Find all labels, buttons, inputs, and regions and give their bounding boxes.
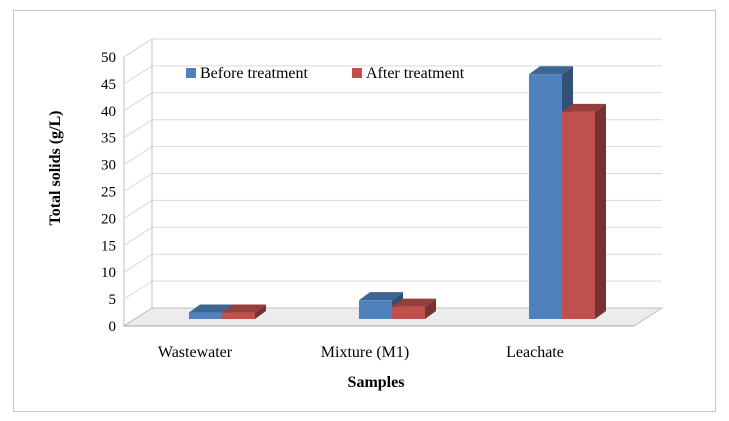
- bar-side: [595, 103, 606, 320]
- gridline: [123, 226, 662, 246]
- legend-label: Before treatment: [200, 65, 309, 82]
- y-tick-label: 40: [101, 104, 116, 120]
- x-axis-categories: Wastewater Mixture (M1) Leachate: [158, 344, 564, 361]
- bar-front: [359, 300, 392, 319]
- bars: [189, 66, 606, 320]
- bar-side: [425, 298, 436, 319]
- y-tick-label: 15: [101, 238, 116, 254]
- bar-front: [529, 74, 562, 320]
- bar-top: [359, 292, 403, 301]
- y-tick-label: 35: [101, 131, 116, 147]
- gridline: [123, 253, 662, 273]
- gridline: [123, 65, 662, 85]
- x-axis-title: Samples: [348, 374, 405, 391]
- y-tick-label: 25: [101, 185, 116, 201]
- y-axis-ticks: 0 5 10 15 20 25 30 35 40 45 50: [101, 50, 116, 335]
- gridlines: [123, 38, 662, 300]
- x-category-label: Mixture (M1): [321, 344, 409, 361]
- bar-top: [392, 298, 436, 307]
- bar-side: [255, 304, 266, 319]
- legend-label: After treatment: [366, 65, 465, 82]
- bar-front: [562, 111, 595, 320]
- legend: Before treatment After treatment: [186, 65, 465, 82]
- bar-top: [189, 304, 233, 313]
- gridline: [123, 92, 662, 112]
- legend-item: After treatment: [352, 65, 465, 82]
- legend-item: Before treatment: [186, 65, 309, 82]
- bar-top: [562, 103, 606, 112]
- gridline: [123, 173, 662, 192]
- bar-front: [222, 312, 255, 319]
- bar-after-wastewater: [222, 304, 266, 319]
- bar-top: [529, 66, 573, 75]
- y-tick-label: 5: [109, 292, 117, 308]
- bar-front: [189, 312, 222, 319]
- bar-top: [222, 304, 266, 313]
- x-category-label: Leachate: [506, 344, 564, 361]
- y-axis-title: Total solids (g/L): [47, 111, 64, 226]
- y-tick-label: 50: [101, 50, 116, 66]
- y-tick-label: 10: [101, 265, 116, 281]
- y-tick-label: 0: [109, 319, 117, 335]
- gridline: [123, 119, 662, 139]
- gridline: [123, 146, 662, 166]
- x-category-label: Wastewater: [158, 344, 233, 361]
- legend-swatch: [352, 68, 362, 78]
- bar-front: [392, 306, 425, 319]
- bar-after-leachate: [562, 103, 606, 320]
- y-tick-label: 45: [101, 77, 116, 93]
- bar-after-mixture-m1: [392, 298, 436, 319]
- legend-swatch: [186, 68, 196, 78]
- gridline: [123, 38, 662, 58]
- gridline: [123, 280, 662, 300]
- gridline: [123, 199, 662, 219]
- y-tick-label: 30: [101, 158, 116, 174]
- y-tick-label: 20: [101, 211, 116, 227]
